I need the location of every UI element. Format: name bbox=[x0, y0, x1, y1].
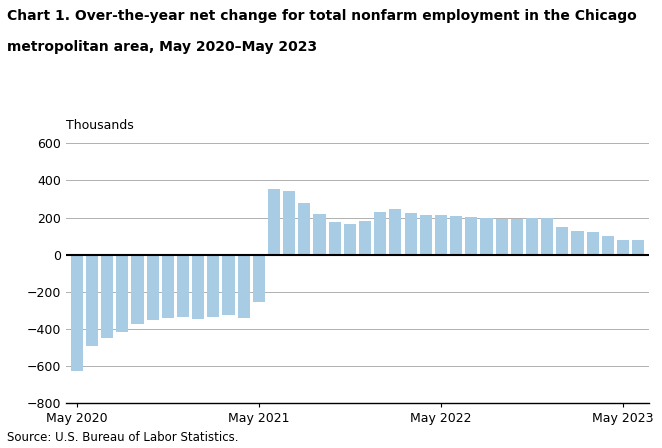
Bar bbox=[374, 212, 387, 255]
Bar bbox=[132, 255, 144, 324]
Bar bbox=[146, 255, 159, 320]
Bar bbox=[496, 220, 508, 255]
Bar bbox=[602, 236, 614, 255]
Bar bbox=[253, 255, 265, 302]
Bar bbox=[526, 218, 538, 255]
Bar bbox=[207, 255, 219, 317]
Bar bbox=[465, 217, 477, 255]
Bar bbox=[587, 232, 598, 255]
Bar bbox=[177, 255, 189, 317]
Bar bbox=[328, 222, 341, 255]
Bar bbox=[162, 255, 174, 318]
Text: Chart 1. Over-the-year net change for total nonfarm employment in the Chicago: Chart 1. Over-the-year net change for to… bbox=[7, 9, 636, 23]
Bar bbox=[192, 255, 205, 319]
Bar bbox=[632, 240, 644, 255]
Bar bbox=[283, 191, 295, 255]
Bar bbox=[510, 219, 523, 255]
Bar bbox=[481, 218, 493, 255]
Bar bbox=[268, 189, 280, 255]
Bar bbox=[420, 215, 432, 255]
Text: metropolitan area, May 2020–May 2023: metropolitan area, May 2020–May 2023 bbox=[7, 40, 316, 54]
Bar bbox=[314, 214, 326, 255]
Bar bbox=[71, 255, 83, 371]
Bar bbox=[117, 255, 128, 332]
Text: Source: U.S. Bureau of Labor Statistics.: Source: U.S. Bureau of Labor Statistics. bbox=[7, 431, 238, 444]
Bar bbox=[101, 255, 113, 338]
Text: Thousands: Thousands bbox=[66, 119, 134, 132]
Bar bbox=[359, 221, 371, 255]
Bar bbox=[222, 255, 234, 315]
Bar bbox=[404, 213, 416, 255]
Bar bbox=[450, 216, 462, 255]
Bar bbox=[86, 255, 98, 346]
Bar bbox=[617, 240, 629, 255]
Bar bbox=[435, 215, 447, 255]
Bar bbox=[556, 227, 569, 255]
Bar bbox=[344, 224, 356, 255]
Bar bbox=[299, 203, 310, 255]
Bar bbox=[238, 255, 250, 318]
Bar bbox=[571, 231, 583, 255]
Bar bbox=[541, 218, 553, 255]
Bar bbox=[389, 209, 401, 255]
